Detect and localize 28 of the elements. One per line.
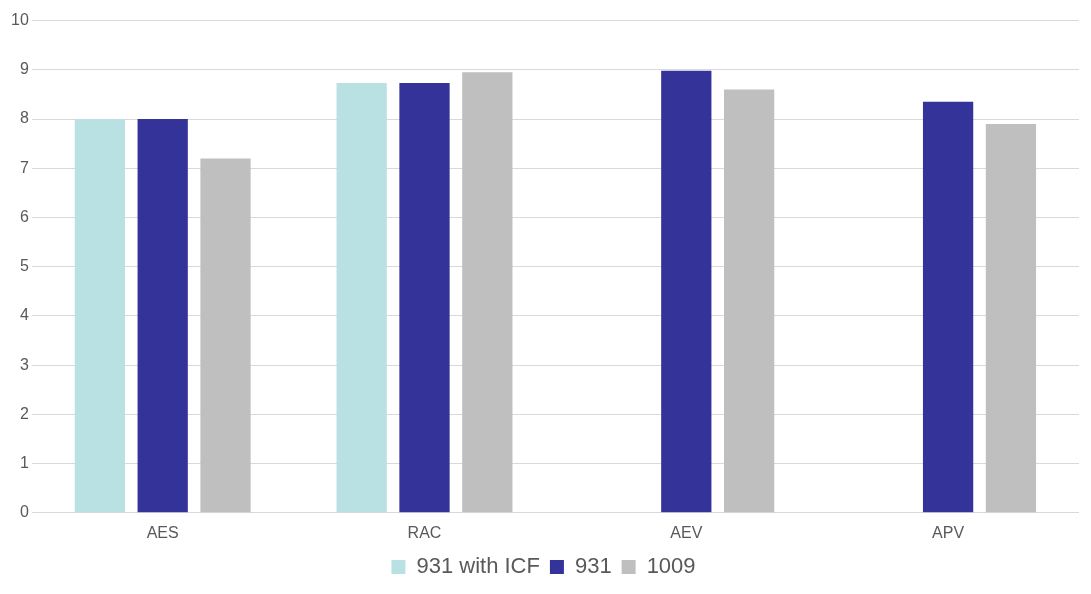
bar xyxy=(724,89,775,513)
bar xyxy=(74,119,125,513)
bar xyxy=(200,158,251,513)
bar xyxy=(137,119,188,513)
x-tick-label: RAC xyxy=(407,523,442,541)
y-tick-label: 6 xyxy=(19,207,29,225)
y-tick-label: 7 xyxy=(19,158,29,176)
y-tick-label: 2 xyxy=(19,404,29,422)
legend-label: 931 with ICF xyxy=(416,553,540,579)
y-tick-label: 8 xyxy=(19,109,29,127)
bar xyxy=(462,72,513,513)
y-tick-label: 0 xyxy=(19,503,29,521)
bar xyxy=(661,70,712,513)
y-tick-label: 10 xyxy=(11,11,29,29)
legend-label: 931 xyxy=(574,553,612,579)
x-tick-label: AES xyxy=(146,523,179,541)
bar xyxy=(922,101,974,513)
y-tick-label: 5 xyxy=(19,257,29,275)
legend-label: 1009 xyxy=(646,553,696,579)
x-tick-label: APV xyxy=(932,523,965,541)
y-tick-label: 3 xyxy=(19,355,29,373)
y-tick-label: 9 xyxy=(19,60,29,78)
y-tick-label: 1 xyxy=(19,453,29,471)
bar xyxy=(399,83,450,513)
y-tick-label: 4 xyxy=(19,306,29,324)
x-tick-label: AEV xyxy=(670,523,703,541)
bar xyxy=(336,83,387,513)
bar xyxy=(985,123,1037,513)
